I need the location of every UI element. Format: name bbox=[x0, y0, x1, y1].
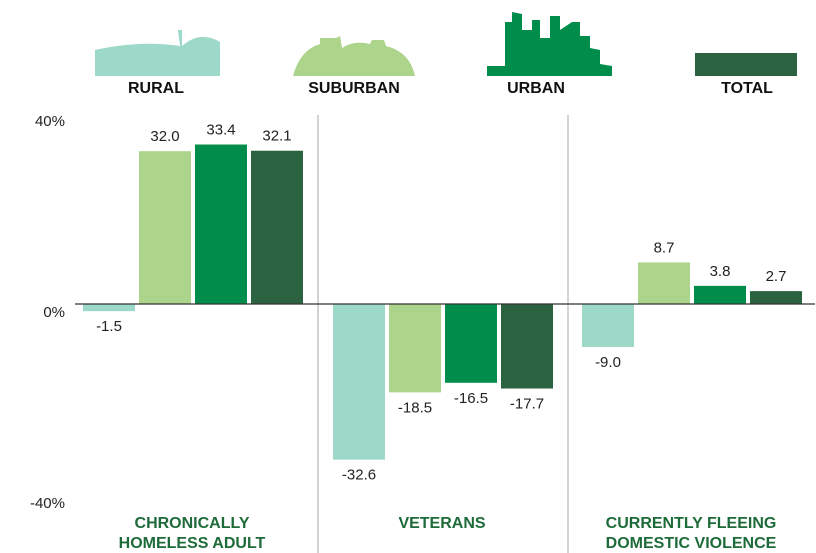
category-label: HOMELESS ADULT bbox=[119, 535, 266, 552]
bar bbox=[638, 262, 690, 304]
legend-label: URBAN bbox=[507, 80, 565, 97]
value-label: -18.5 bbox=[398, 399, 432, 416]
legend-icon bbox=[95, 30, 220, 76]
value-label: 2.7 bbox=[766, 268, 787, 285]
value-label: -16.5 bbox=[454, 390, 488, 407]
bar bbox=[139, 151, 191, 304]
value-label: 32.0 bbox=[150, 128, 179, 145]
category-label: CHRONICALLY bbox=[135, 515, 250, 532]
bar bbox=[445, 304, 497, 383]
bar bbox=[501, 304, 553, 389]
legend-icon bbox=[293, 36, 415, 76]
value-label: -32.6 bbox=[342, 467, 376, 484]
bar bbox=[582, 304, 634, 347]
value-label: 3.8 bbox=[710, 263, 731, 280]
category-label: VETERANS bbox=[398, 515, 485, 532]
value-label: 33.4 bbox=[206, 121, 235, 138]
bar bbox=[195, 145, 247, 304]
y-tick-label: -40% bbox=[30, 495, 65, 512]
y-tick-label: 0% bbox=[43, 304, 65, 321]
legend-label: SUBURBAN bbox=[308, 80, 400, 97]
value-label: -1.5 bbox=[96, 318, 122, 335]
bar bbox=[750, 291, 802, 304]
value-label: 32.1 bbox=[262, 128, 291, 145]
y-tick-label: 40% bbox=[35, 113, 65, 130]
bar bbox=[83, 304, 135, 311]
category-label: DOMESTIC VIOLENCE bbox=[606, 535, 777, 552]
value-label: 8.7 bbox=[654, 239, 675, 256]
legend-icon bbox=[695, 53, 797, 76]
chart: {"chart_data": {"type": "bar", "categori… bbox=[0, 0, 816, 553]
bar bbox=[251, 151, 303, 304]
bar bbox=[694, 286, 746, 304]
legend-label: RURAL bbox=[128, 80, 184, 97]
value-label: -9.0 bbox=[595, 354, 621, 371]
bar bbox=[333, 304, 385, 460]
legend-label: TOTAL bbox=[721, 80, 773, 97]
value-label: -17.7 bbox=[510, 395, 544, 412]
category-label: CURRENTLY FLEEING bbox=[606, 515, 777, 532]
bar bbox=[389, 304, 441, 392]
legend-icon bbox=[487, 12, 612, 76]
